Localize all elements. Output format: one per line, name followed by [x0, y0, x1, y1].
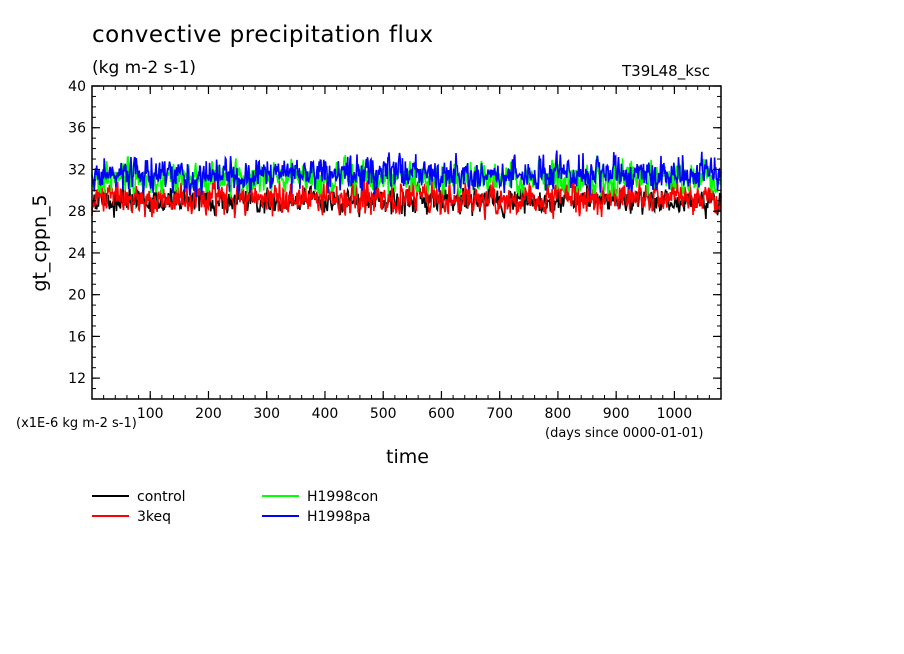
legend-label: H1998con — [307, 489, 378, 505]
y-tick-label: 16 — [68, 329, 86, 345]
legend: control 3keq H1998con H1998pa — [92, 489, 378, 525]
x-axis-units: (days since 0000-01-01) — [545, 426, 704, 441]
x-tick-label: 1000 — [657, 406, 693, 422]
ticks-layer: 12 16 20 24 28 32 36 40 100 200 300 400 500 600 700 800… — [68, 79, 721, 422]
series-line-H1998pa — [91, 150, 722, 198]
y-tick-label: 24 — [68, 246, 86, 262]
y-tick-label: 32 — [68, 162, 86, 178]
x-axis-label: time — [386, 446, 429, 468]
experiment-label: T39L48_ksc — [622, 62, 710, 80]
y-tick-label: 40 — [68, 79, 86, 95]
x-tick-label: 700 — [486, 406, 513, 422]
x-tick-label: 800 — [545, 406, 572, 422]
plot-frame — [91, 85, 722, 400]
y-tick-label: 20 — [68, 288, 86, 304]
series-layer — [91, 150, 722, 220]
y-tick-label: 36 — [68, 121, 86, 137]
y-scale-note: (x1E-6 kg m-2 s-1) — [16, 416, 137, 431]
legend-label: control — [137, 489, 186, 505]
legend-item-control: control — [92, 489, 186, 505]
x-tick-label: 100 — [137, 406, 164, 422]
chart-units: (kg m-2 s-1) — [92, 58, 197, 78]
x-tick-label: 500 — [370, 406, 397, 422]
legend-item-H1998pa: H1998pa — [262, 509, 371, 525]
legend-item-H1998con: H1998con — [262, 489, 378, 505]
x-tick-label: 900 — [603, 406, 630, 422]
legend-label: 3keq — [137, 509, 171, 525]
legend-label: H1998pa — [307, 509, 371, 525]
x-tick-label: 200 — [195, 406, 222, 422]
y-tick-label: 12 — [68, 371, 86, 387]
y-tick-label: 28 — [68, 204, 86, 220]
x-tick-label: 400 — [312, 406, 339, 422]
x-tick-label: 600 — [428, 406, 455, 422]
legend-item-3keq: 3keq — [92, 509, 171, 525]
chart-title: convective precipitation flux — [92, 22, 434, 48]
x-tick-label: 300 — [253, 406, 280, 422]
